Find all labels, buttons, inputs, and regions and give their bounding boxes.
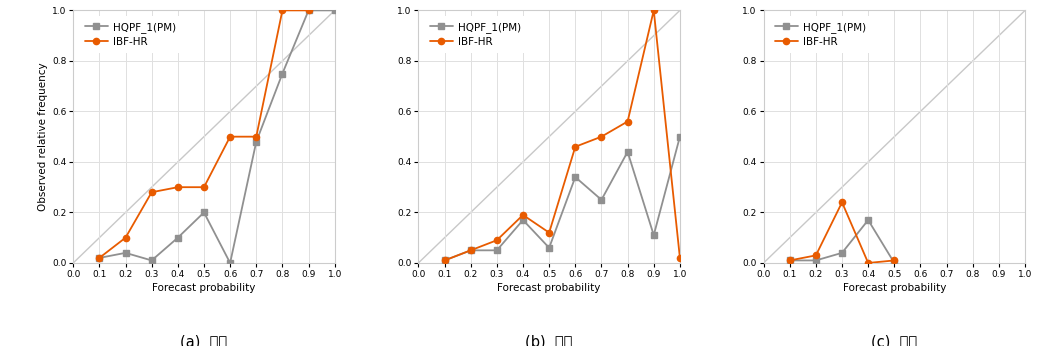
IBF-HR: [783, 258, 796, 263]
Legend: HQPF_1(PM), IBF-HR: HQPF_1(PM), IBF-HR: [769, 16, 872, 53]
Line: HQPF_1(PM): HQPF_1(PM): [787, 217, 897, 266]
HQPF_1(PM): [543, 246, 555, 250]
Line: HQPF_1(PM): HQPF_1(PM): [96, 7, 338, 266]
Line: IBF-HR: IBF-HR: [96, 7, 312, 261]
HQPF_1(PM): [250, 140, 263, 144]
HQPF_1(PM): [276, 72, 289, 76]
Line: IBF-HR: IBF-HR: [441, 7, 683, 264]
IBF-HR: [464, 248, 477, 253]
IBF-HR: [836, 200, 848, 204]
HQPF_1(PM): [862, 218, 874, 222]
IBF-HR: [888, 258, 901, 263]
HQPF_1(PM): [783, 258, 796, 263]
IBF-HR: [145, 190, 158, 194]
IBF-HR: [172, 185, 184, 189]
Line: IBF-HR: IBF-HR: [787, 199, 897, 266]
IBF-HR: [119, 236, 132, 240]
IBF-HR: [438, 258, 451, 263]
HQPF_1(PM): [93, 256, 106, 260]
HQPF_1(PM): [517, 218, 529, 222]
IBF-HR: [862, 261, 874, 265]
HQPF_1(PM): [674, 135, 686, 139]
IBF-HR: [93, 256, 106, 260]
HQPF_1(PM): [569, 175, 582, 179]
Line: HQPF_1(PM): HQPF_1(PM): [441, 134, 683, 264]
Legend: HQPF_1(PM), IBF-HR: HQPF_1(PM), IBF-HR: [78, 16, 182, 53]
HQPF_1(PM): [198, 210, 210, 215]
HQPF_1(PM): [491, 248, 503, 253]
IBF-HR: [517, 213, 529, 217]
X-axis label: Forecast probability: Forecast probability: [153, 283, 255, 293]
HQPF_1(PM): [438, 258, 451, 263]
IBF-HR: [621, 119, 634, 124]
IBF-HR: [595, 135, 608, 139]
IBF-HR: [250, 135, 263, 139]
HQPF_1(PM): [621, 150, 634, 154]
HQPF_1(PM): [119, 251, 132, 255]
HQPF_1(PM): [595, 198, 608, 202]
Text: (c)  시설: (c) 시설: [871, 334, 917, 346]
Y-axis label: Observed relative frequency: Observed relative frequency: [38, 62, 48, 211]
HQPF_1(PM): [810, 258, 822, 263]
HQPF_1(PM): [888, 261, 901, 265]
HQPF_1(PM): [464, 248, 477, 253]
X-axis label: Forecast probability: Forecast probability: [498, 283, 600, 293]
HQPF_1(PM): [145, 258, 158, 263]
Text: (a)  보행: (a) 보행: [180, 334, 228, 346]
HQPF_1(PM): [224, 261, 236, 265]
IBF-HR: [569, 145, 582, 149]
IBF-HR: [543, 230, 555, 235]
IBF-HR: [302, 8, 315, 12]
Legend: HQPF_1(PM), IBF-HR: HQPF_1(PM), IBF-HR: [424, 16, 527, 53]
IBF-HR: [198, 185, 210, 189]
HQPF_1(PM): [302, 8, 315, 12]
IBF-HR: [674, 256, 686, 260]
X-axis label: Forecast probability: Forecast probability: [843, 283, 946, 293]
HQPF_1(PM): [647, 233, 660, 237]
IBF-HR: [647, 8, 660, 12]
HQPF_1(PM): [172, 236, 184, 240]
IBF-HR: [276, 8, 289, 12]
IBF-HR: [810, 253, 822, 257]
IBF-HR: [224, 135, 236, 139]
Text: (b)  교통: (b) 교통: [525, 334, 573, 346]
IBF-HR: [491, 238, 503, 242]
HQPF_1(PM): [328, 8, 341, 12]
HQPF_1(PM): [836, 251, 848, 255]
